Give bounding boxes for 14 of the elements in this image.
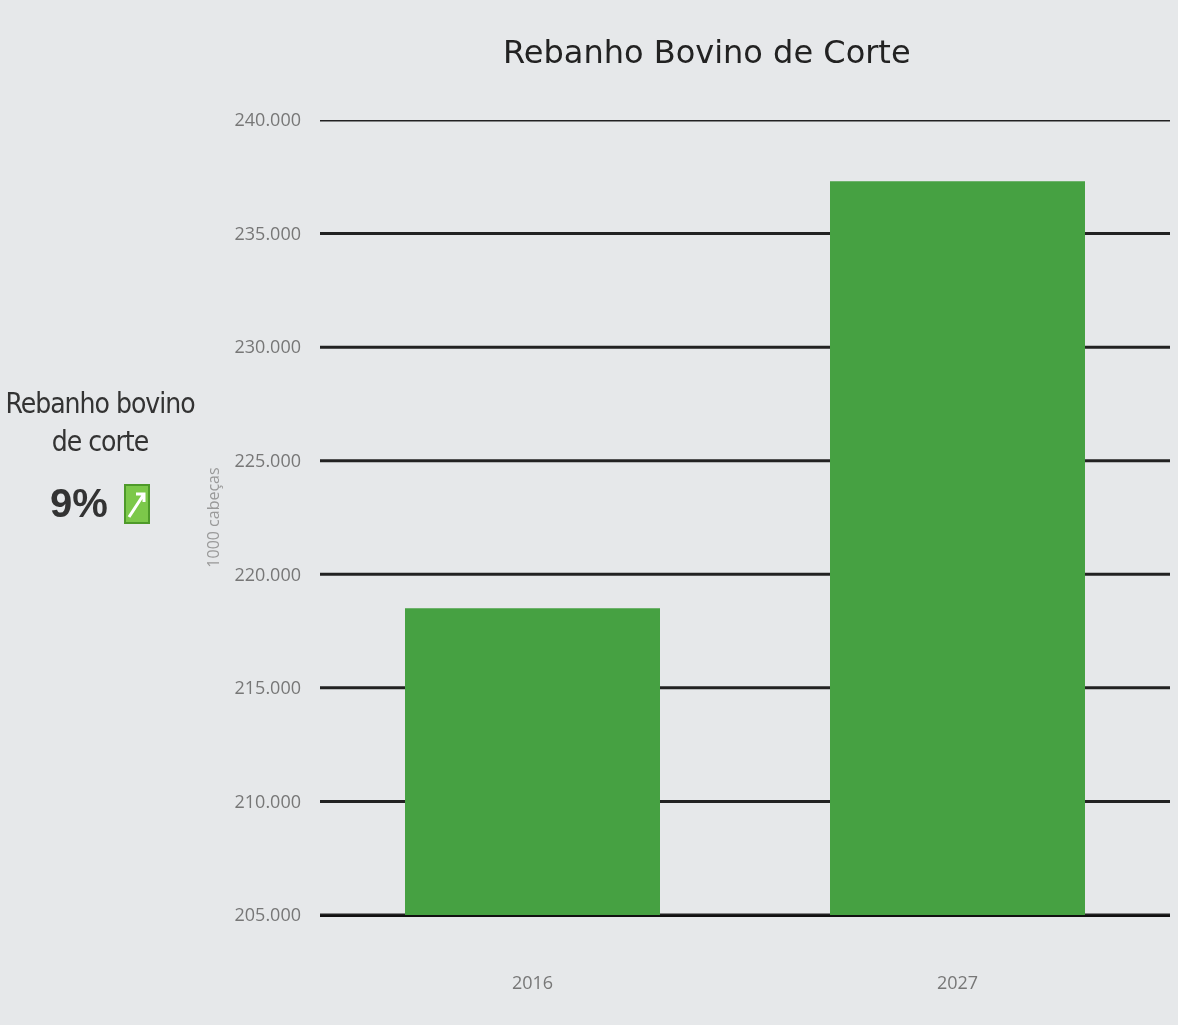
y-tick-label: 230.000 — [234, 334, 301, 359]
y-tick-label: 235.000 — [234, 220, 301, 245]
x-tick-label: 2027 — [936, 969, 979, 994]
y-axis-title: 1000 cabeças — [202, 467, 225, 568]
chart-title: Rebanho Bovino de Corte — [503, 33, 911, 72]
y-tick-label: 220.000 — [234, 561, 301, 586]
x-tick-label: 2016 — [511, 969, 554, 994]
y-tick-label: 210.000 — [234, 788, 301, 813]
y-tick-label: 240.000 — [234, 107, 301, 132]
y-tick-label: 215.000 — [234, 675, 301, 700]
text: 9% — [50, 481, 108, 526]
y-tick-label: 225.000 — [234, 448, 301, 473]
y-tick-label: 205.000 — [234, 902, 301, 927]
text: Rebanho bovino de corte — [4, 386, 196, 460]
